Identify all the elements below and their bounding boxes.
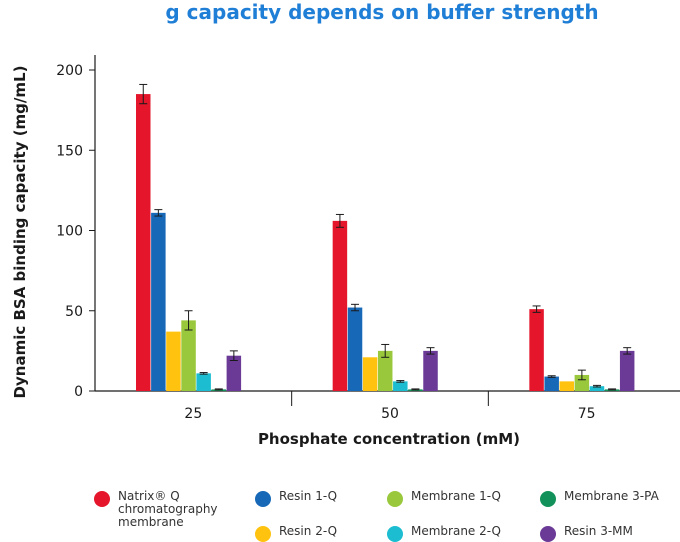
bar (423, 350, 438, 391)
legend-item: Natrix® Q chromatography membrane (94, 490, 238, 529)
bar (362, 357, 378, 391)
x-tick-label: 25 (184, 406, 202, 422)
y-axis-title: Dynamic BSA binding capacity (mg/mL) (11, 66, 29, 399)
legend-label: Resin 2-Q (279, 524, 338, 538)
x-axis-title: Phosphate concentration (mM) (258, 430, 520, 448)
plot-area: 0 50 100 150 200 25 50 75 (56, 55, 680, 422)
x-tick-label: 50 (381, 406, 399, 422)
bar (559, 381, 575, 391)
chart-title: g capacity depends on buffer strength (165, 0, 598, 24)
bar (136, 94, 151, 391)
legend-swatch (387, 491, 403, 507)
legend-label: Membrane 3-PA (564, 489, 659, 503)
legend-swatch (255, 491, 271, 507)
bar (574, 374, 590, 391)
legend-item: Resin 3-MM (540, 525, 633, 542)
legend-swatch (387, 526, 403, 542)
bar (166, 331, 181, 391)
bar (393, 381, 408, 391)
y-tick-label: 100 (56, 224, 83, 240)
bar (544, 376, 559, 391)
bar (196, 373, 211, 391)
y-tick-label: 0 (74, 384, 83, 400)
legend-swatch (94, 491, 110, 507)
legend-label: Resin 1-Q (279, 489, 338, 503)
legend-label: Natrix® Q chromatography membrane (118, 489, 218, 529)
legend-item: Resin 2-Q (255, 525, 337, 542)
bar (151, 212, 166, 391)
bar-chart: g capacity depends on buffer strength Dy… (11, 0, 680, 448)
bar (181, 320, 196, 391)
legend-item: Membrane 3-PA (540, 490, 659, 507)
x-tick-label: 75 (578, 406, 596, 422)
bar (589, 386, 605, 391)
legend-item: Membrane 1-Q (387, 490, 501, 507)
legend: Natrix® Q chromatography membrane Resin 1… (0, 480, 680, 542)
legend-swatch (255, 526, 271, 542)
legend-item: Resin 1-Q (255, 490, 337, 507)
bar (529, 309, 544, 391)
y-tick-label: 200 (56, 63, 83, 79)
legend-item: Membrane 2-Q (387, 525, 501, 542)
legend-label: Membrane 2-Q (411, 524, 501, 538)
bar (377, 350, 393, 391)
legend-swatch (540, 526, 556, 542)
y-tick-label: 50 (65, 304, 83, 320)
legend-label: Resin 3-MM (564, 524, 633, 538)
legend-label: Membrane 1-Q (411, 489, 501, 503)
y-tick-label: 150 (56, 143, 83, 159)
bar (332, 220, 348, 391)
legend-swatch (540, 491, 556, 507)
bar (226, 355, 242, 391)
bar (619, 350, 635, 391)
bar (347, 307, 363, 391)
